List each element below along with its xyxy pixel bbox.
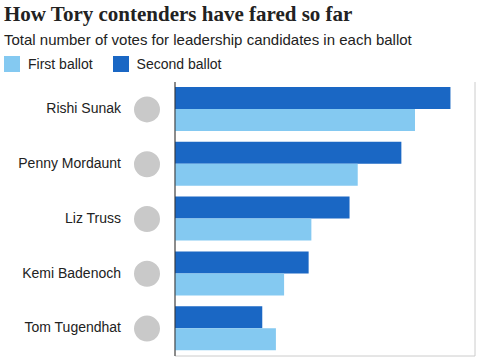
svg-text:Tom Tugendhat: Tom Tugendhat bbox=[24, 319, 121, 335]
svg-text:Rishi Sunak: Rishi Sunak bbox=[46, 100, 122, 116]
svg-text:Penny Mordaunt: Penny Mordaunt bbox=[18, 155, 121, 171]
html-text:First ballot: First ballot bbox=[28, 56, 93, 72]
svg-text:Liz Truss: Liz Truss bbox=[65, 210, 121, 226]
html-text:Second ballot: Second ballot bbox=[136, 56, 222, 72]
svg-text:Kemi Badenoch: Kemi Badenoch bbox=[22, 265, 121, 281]
html-text:How Tory contenders have fared: How Tory contenders have fared so far bbox=[4, 2, 353, 26]
html-text:Total number of votes for lead: Total number of votes for leadership can… bbox=[4, 31, 412, 48]
